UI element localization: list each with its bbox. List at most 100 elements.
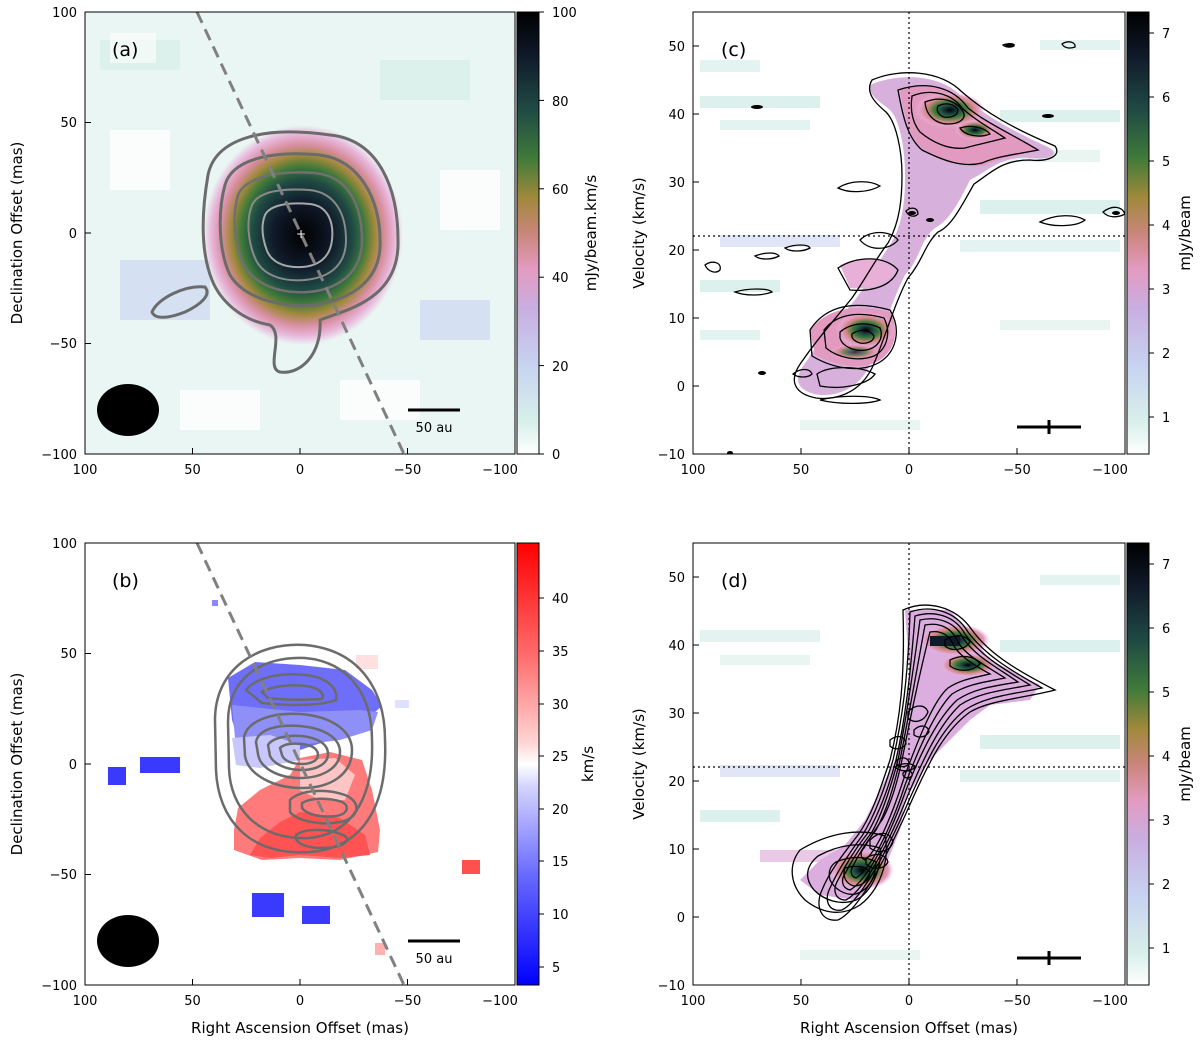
contour-d	[949, 655, 981, 671]
beam-ellipse-a	[97, 384, 159, 436]
colorbar-tick: 5	[1162, 686, 1170, 701]
contour-c	[753, 252, 780, 260]
x-tick-label: 50	[184, 994, 201, 1009]
y-axis-title-a: Declination Offset (mas)	[8, 142, 26, 325]
contour-c	[936, 103, 959, 118]
x-tick-label: 0	[905, 463, 913, 478]
contour-d	[791, 831, 887, 913]
contour-d	[860, 630, 992, 861]
y-axis-d: 50 40 30 20 10 0 −10 Velocity (km/s)	[630, 571, 699, 994]
colorbar-tick: 2	[1162, 878, 1170, 893]
colorbar-tick: 30	[552, 698, 569, 713]
x-tick-label: 50	[793, 463, 810, 478]
contour-c	[733, 288, 774, 296]
panel-label-a: (a)	[112, 39, 138, 61]
contour-b	[278, 742, 320, 766]
contour-c	[816, 366, 876, 389]
x-axis-a: 100 50 0 −50 −100	[73, 448, 518, 478]
colorbar-tick: 15	[552, 855, 569, 870]
panel-label-b: (b)	[112, 570, 139, 592]
panel-label-c: (c)	[721, 39, 746, 61]
x-tick-label: −100	[482, 463, 518, 478]
colorbar-c: 1 2 3 4 5 6 7 mJy/beam	[1126, 11, 1194, 455]
colorbar-tick: 60	[552, 183, 569, 198]
y-tick-label: 20	[668, 244, 685, 259]
y-axis-a: 100 50 0 −50 −100 Declination Offset (ma…	[8, 6, 91, 463]
y-tick-label: 50	[668, 571, 685, 586]
contour-c	[704, 261, 721, 273]
colorbar-tick: 1	[1162, 411, 1170, 426]
contour-c	[793, 72, 1058, 400]
colorbar-tick: 7	[1162, 27, 1170, 42]
contour-d	[843, 865, 871, 887]
x-tick-label: 100	[681, 994, 706, 1009]
contour-c	[1061, 41, 1076, 49]
colorbar-tick: 20	[552, 803, 569, 818]
contour-c	[819, 395, 882, 405]
blue-patch	[108, 767, 126, 785]
x-tick-label: −100	[1092, 994, 1128, 1009]
contour-c	[859, 231, 899, 249]
peak-marker-a: +	[296, 227, 306, 241]
contour-d	[893, 762, 917, 772]
contour-d	[913, 725, 930, 738]
colorbar-b: 5 10 15 20 25 30 35 40 km/s	[516, 542, 597, 986]
scalebar-label-b: 50 au	[416, 952, 453, 967]
x-tick-label: 0	[296, 463, 304, 478]
colorbar-title-a: mJy/beam.km/s	[582, 175, 600, 292]
contour-b	[213, 643, 387, 854]
contour-b	[244, 673, 338, 707]
contour-c	[924, 98, 965, 125]
contour-b	[242, 712, 354, 790]
panel-b-image: 50 au (b)	[85, 543, 515, 985]
contour-d	[841, 618, 1020, 891]
colorbar-tick: 0	[552, 448, 560, 463]
x-tick-label: 100	[681, 463, 706, 478]
y-tick-label: 40	[668, 639, 685, 654]
contour-c	[1038, 215, 1087, 227]
colorbar-tick: 3	[1162, 814, 1170, 829]
model-contours-d	[791, 604, 1057, 921]
contour-c	[836, 181, 882, 193]
colorbar-tick: 40	[552, 592, 569, 607]
colorbar-title-d: mJy/beam	[1176, 726, 1194, 802]
contour-d	[907, 705, 929, 723]
contour-c	[959, 125, 992, 137]
contour-c	[823, 313, 889, 360]
colorbar-tick: 35	[552, 645, 569, 660]
colorbar-d: 1 2 3 4 5 6 7 mJy/beam	[1126, 542, 1194, 986]
panel-d-image: (d)	[693, 543, 1125, 985]
y-tick-label: 40	[668, 108, 685, 123]
beam-ellipse-b	[97, 915, 159, 967]
y-tick-label: −10	[658, 979, 685, 994]
contour-c	[1102, 206, 1125, 218]
y-tick-label: 10	[668, 843, 685, 858]
colorbar-tick: 10	[552, 908, 569, 923]
contour-c	[905, 207, 919, 217]
x-tick-label: −100	[482, 994, 518, 1009]
contour-c	[839, 323, 882, 352]
x-tick-label: −100	[1092, 463, 1128, 478]
x-tick-label: 50	[793, 994, 810, 1009]
panel-label-d: (d)	[721, 570, 748, 592]
contour-3	[233, 171, 364, 294]
contour-d	[889, 735, 907, 750]
contour-b	[266, 734, 330, 772]
y-tick-label: 30	[668, 707, 685, 722]
panel-a: + 50 au (a) 100 50 0 −50 −100 100 50 0 −…	[8, 6, 600, 478]
panel-c: (c) 100 50 0 −50 −100 50 40 30 20 10 0 −…	[630, 11, 1194, 478]
x-tick-label: 100	[73, 463, 98, 478]
x-tick-label: −50	[1003, 463, 1030, 478]
dashed-axis-a	[195, 12, 406, 454]
colorbar-tick: 7	[1162, 558, 1170, 573]
x-tick-label: 50	[184, 463, 201, 478]
colorbar-tick: 100	[552, 6, 577, 21]
dashed-axis-b	[195, 543, 406, 985]
y-tick-label: 10	[668, 312, 685, 327]
contour-5	[261, 202, 334, 269]
panel-a-image: + 50 au (a)	[85, 12, 515, 454]
red-patch	[462, 860, 480, 874]
y-axis-b: 100 50 0 −50 −100 Declination Offset (ma…	[8, 537, 91, 994]
contour-d	[865, 853, 889, 869]
